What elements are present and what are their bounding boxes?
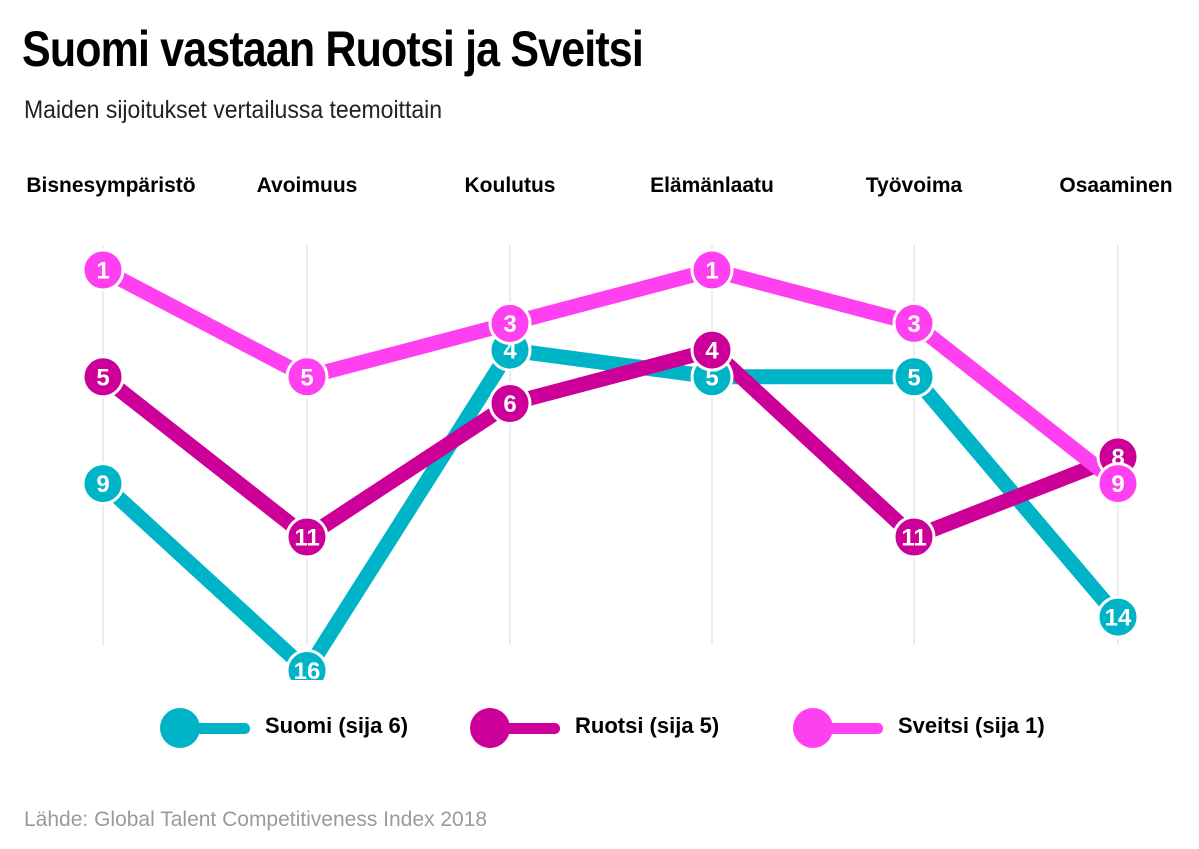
data-point xyxy=(892,301,936,345)
legend-swatch-suomi xyxy=(160,708,260,748)
data-label: 5 xyxy=(300,364,313,391)
data-label: 4 xyxy=(705,338,719,365)
data-point xyxy=(488,382,532,425)
data-point xyxy=(892,355,936,399)
data-label: 14 xyxy=(1105,605,1132,632)
data-point xyxy=(892,515,936,559)
category-label: Koulutus xyxy=(465,174,556,197)
data-label: 1 xyxy=(705,258,718,285)
data-label: 5 xyxy=(96,364,109,391)
data-point xyxy=(285,355,329,399)
category-label: Avoimuus xyxy=(257,174,358,197)
category-label: Bisnesympäristö xyxy=(26,174,195,197)
data-label: 5 xyxy=(907,364,920,391)
series-line xyxy=(95,342,1126,545)
legend-label-sveitsi: Sveitsi (sija 1) xyxy=(898,713,1045,738)
data-label: 11 xyxy=(901,525,926,552)
category-label: Osaaminen xyxy=(1059,174,1172,197)
line-chart: Bisnesympäristö Avoimuus Koulutus Elämänlaa… xyxy=(26,174,1173,680)
category-label: Elämänlaatu xyxy=(650,174,774,197)
data-point xyxy=(81,248,125,292)
data-point xyxy=(285,649,329,680)
legend-label-suomi: Suomi (sija 6) xyxy=(265,713,409,738)
data-point xyxy=(1096,595,1140,639)
data-label: 3 xyxy=(503,311,516,338)
legend-swatch-ruotsi xyxy=(470,708,570,748)
data-point xyxy=(1096,462,1140,506)
data-point xyxy=(690,248,734,292)
source-note: Lähde: Global Talent Competitiveness Ind… xyxy=(24,808,488,831)
data-label: 16 xyxy=(294,658,321,680)
legend-swatch-sveitsi xyxy=(793,708,893,748)
data-point xyxy=(690,328,734,372)
data-label: 9 xyxy=(96,471,109,498)
data-label: 11 xyxy=(294,525,319,552)
data-point xyxy=(285,515,329,559)
data-point xyxy=(81,355,125,399)
series-line xyxy=(95,342,1126,678)
data-label: 1 xyxy=(96,258,109,285)
data-label: 9 xyxy=(1111,471,1124,498)
legend-label-ruotsi: Ruotsi (sija 5) xyxy=(575,713,720,738)
legend: Suomi (sija 6) Ruotsi (sija 5) Sveitsi (… xyxy=(0,703,1199,753)
series-line xyxy=(95,262,1126,492)
data-point xyxy=(488,301,532,345)
data-point xyxy=(81,462,125,506)
chart-title: Suomi vastaan Ruotsi ja Sveitsi xyxy=(22,21,644,77)
chart-subtitle: Maiden sijoitukset vertailussa teemoitta… xyxy=(24,96,443,124)
category-label: Työvoima xyxy=(866,174,963,197)
data-label: 3 xyxy=(907,311,920,338)
data-label: 6 xyxy=(503,391,516,418)
